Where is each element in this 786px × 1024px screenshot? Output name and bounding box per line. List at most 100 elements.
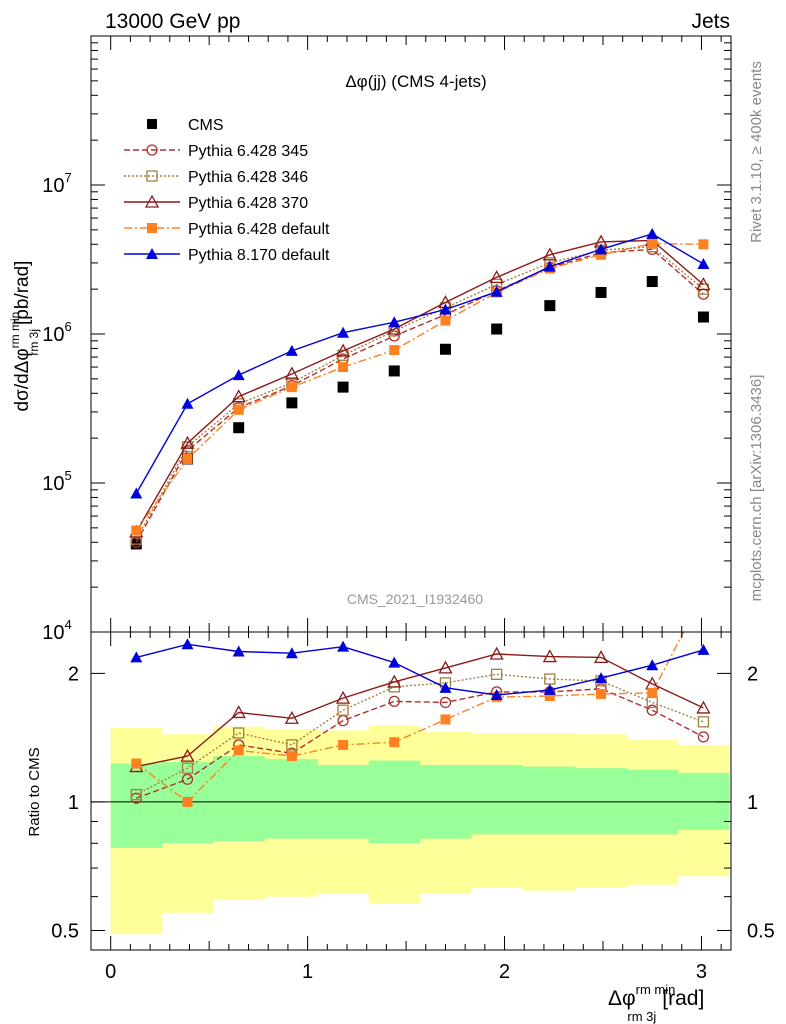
ratio-data-point	[646, 659, 659, 671]
ratio-data-point	[130, 651, 143, 663]
ratio-series-0	[130, 683, 710, 804]
data-point	[698, 239, 709, 250]
data-point	[646, 227, 659, 239]
legend-marker	[146, 170, 158, 182]
ratio-data-point	[439, 681, 452, 693]
ratio-data-point	[233, 727, 245, 739]
uncertainty-band-green	[264, 759, 318, 839]
legend: CMS Pythia 6.428 345 Pythia 6.428 346 Pythi…	[124, 117, 330, 264]
ratio-series-line	[136, 688, 704, 799]
data-point	[696, 277, 711, 291]
ratio-data-point	[388, 695, 400, 708]
ratio-data-point	[544, 691, 555, 702]
ratio-data-point	[491, 668, 503, 680]
data-point	[595, 243, 608, 255]
side-label-top: Rivet 3.1.10, ≥ 400k events	[748, 61, 765, 243]
ratio-data-point	[181, 762, 194, 774]
x-axis-label-main: Δφ	[608, 987, 636, 1010]
header-right-label: Jets	[691, 10, 730, 33]
series-4	[131, 238, 709, 536]
main-ylabel-unit: [pb/rad]	[12, 261, 33, 325]
series-line	[135, 242, 704, 531]
uncertainty-band-green	[110, 763, 163, 848]
xtick-label: 0	[105, 961, 116, 983]
series-line	[135, 248, 704, 543]
legend-marker	[146, 248, 158, 259]
ratio-series-3	[131, 588, 708, 807]
ratio-series-1	[130, 668, 710, 801]
data-point	[337, 326, 350, 338]
series-line	[135, 233, 704, 494]
uncertainty-band-green	[522, 766, 576, 835]
data-point	[231, 389, 246, 403]
xtick-label: 1	[302, 961, 313, 983]
series-5	[130, 227, 710, 499]
legend-label: Pythia 6.428 default	[188, 221, 330, 238]
ratio-data-point	[490, 688, 503, 700]
legend-label: Pythia 6.428 345	[188, 143, 308, 160]
header-left-label: 13000 GeV pp	[105, 10, 240, 33]
ratio-data-point	[388, 656, 401, 668]
data-point	[439, 303, 452, 315]
legend-marker	[147, 119, 157, 129]
x-axis-label: Δφrm min rm 3j [rad]	[608, 982, 704, 1024]
legend-entry: Pythia 6.428 345	[124, 143, 308, 160]
main-ytick-label: 106	[42, 319, 71, 346]
ratio-data-point	[697, 643, 710, 655]
legend-marker	[147, 223, 157, 233]
series-line	[135, 239, 704, 533]
legend-label: CMS	[188, 117, 224, 134]
data-point	[389, 345, 400, 356]
legend-entry: Pythia 6.428 370	[124, 194, 308, 212]
data-point	[489, 269, 504, 283]
data-point	[387, 321, 402, 335]
ratio-data-point	[439, 696, 452, 709]
ratio-data-point	[698, 588, 708, 598]
ratio-data-point	[233, 745, 244, 756]
ratio-data-point	[180, 748, 195, 762]
data-point	[697, 257, 710, 269]
ratio-data-point	[438, 660, 453, 674]
data-point	[542, 247, 557, 261]
data-point	[596, 249, 607, 260]
uncertainty-band-green	[677, 772, 730, 830]
data-point	[233, 422, 245, 434]
main-ytick-label: 104	[42, 617, 71, 644]
data-point	[180, 435, 195, 449]
ratio-data-point	[387, 674, 402, 688]
ratio-data-point	[130, 788, 142, 801]
ratio-panel: 0.5 0.5 1 1 2 2 0 1 2 3	[51, 588, 775, 983]
series-line	[135, 246, 704, 540]
ratio-ytick-label-left: 0.5	[51, 920, 79, 942]
side-label-bottom: mcplots.cern.ch [arXiv:1306.3436]	[748, 375, 765, 602]
watermark: CMS_2021_I1932460	[347, 591, 483, 607]
main-panel: 104 105 106 107	[42, 35, 732, 644]
data-point	[697, 311, 709, 323]
data-point	[335, 343, 351, 357]
ratio-ytick-label-left: 2	[68, 663, 79, 685]
ratio-data-point	[697, 731, 710, 743]
legend-label: Pythia 6.428 346	[188, 169, 308, 186]
data-point	[338, 362, 349, 373]
ratio-ylabel: Ratio to CMS	[26, 747, 43, 836]
data-point	[388, 316, 401, 328]
legend-label: Pythia 8.170 default	[188, 247, 330, 264]
data-point	[233, 404, 244, 415]
ratio-data-point	[181, 773, 194, 785]
ratio-data-point	[284, 710, 299, 724]
ratio-data-point	[337, 640, 350, 652]
ratio-data-point	[337, 704, 349, 716]
ratio-data-point	[286, 751, 297, 762]
data-point	[647, 238, 658, 249]
data-point	[440, 315, 451, 326]
ratio-data-point	[182, 796, 193, 807]
ratio-data-point	[489, 646, 504, 660]
series-1	[130, 243, 710, 548]
data-point	[286, 382, 297, 393]
ratio-data-point	[181, 638, 194, 650]
data-point	[490, 285, 503, 297]
series-2	[130, 241, 710, 545]
